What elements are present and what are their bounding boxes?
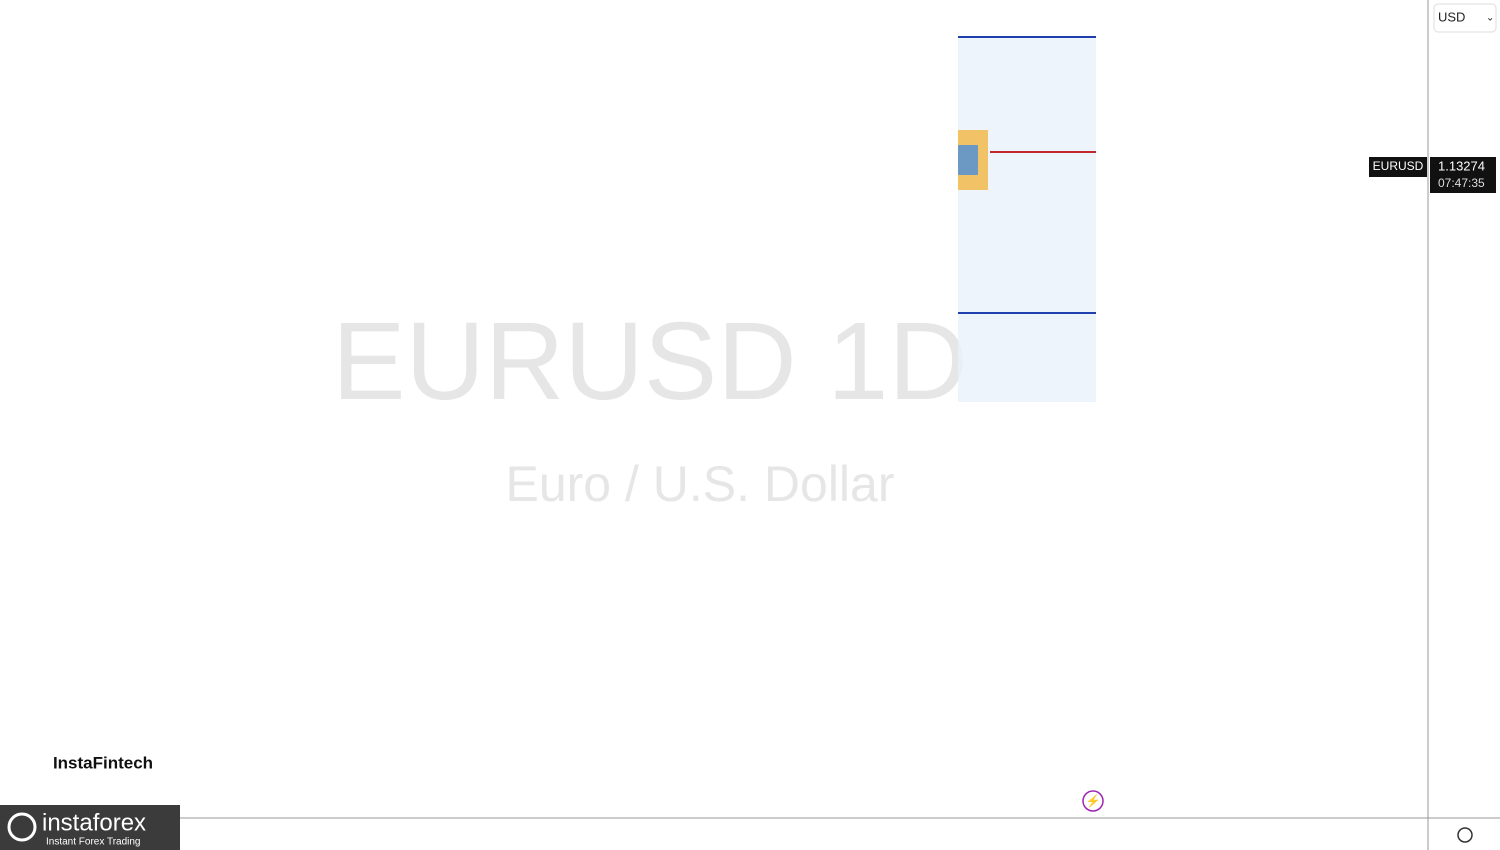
dropdown-arrow[interactable]: ⌄ [1486,13,1494,24]
logo-tagline: Instant Forex Trading [46,837,141,848]
brand-box-label: InstaFintech [53,753,153,772]
watermark-description: Euro / U.S. Dollar [505,456,894,512]
logo-box [0,805,180,850]
currency-select[interactable] [1433,3,1497,33]
currency-label[interactable]: USD [1438,9,1465,24]
settings-icon[interactable] [1457,827,1473,843]
range-box [958,37,1096,402]
watermark-symbol: EURUSD 1D [332,300,968,423]
symbol-tag [1369,157,1427,177]
price-tag [1430,157,1496,193]
symbol-tag-label: EURUSD [1373,159,1424,173]
logo-icon [7,812,37,842]
brand-box [42,742,166,786]
price-tag-label: 1.13274 [1438,158,1485,173]
countdown: 07:47:35 [1438,176,1485,190]
event-icon-glyph[interactable]: ⚡ [1086,794,1101,808]
event-icon[interactable] [1082,790,1104,812]
logo-text: instaforex [42,809,146,836]
volume-profile [958,145,978,175]
